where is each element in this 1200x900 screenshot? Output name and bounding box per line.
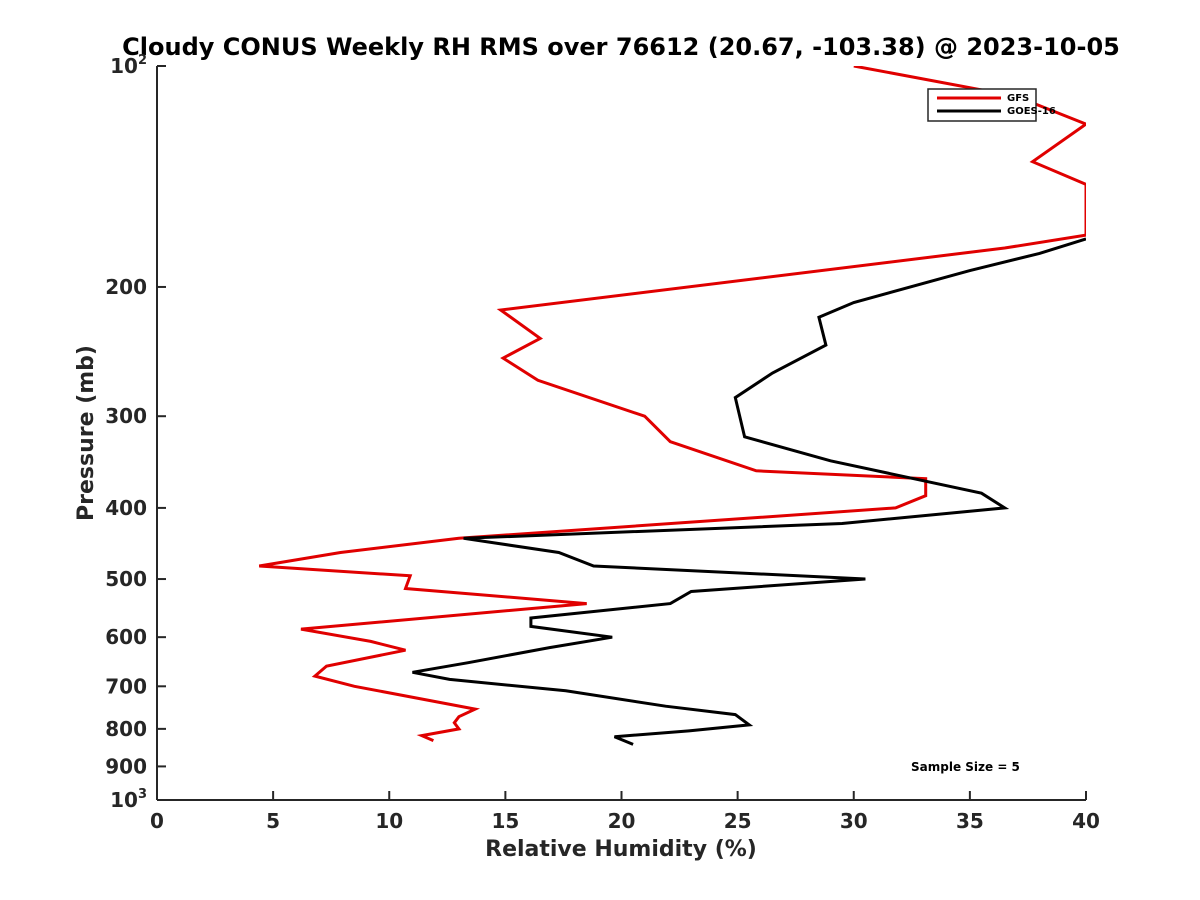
x-axis-label: Relative Humidity (%) (485, 837, 757, 862)
y-tick-base: 10 (110, 54, 138, 78)
series-line-gfs (258, 66, 1086, 742)
y-tick-exponent: 2 (138, 53, 147, 68)
y-tick-label: 200 (105, 275, 147, 299)
sample-size-annotation: Sample Size = 5 (911, 760, 1020, 774)
chart-title: Cloudy CONUS Weekly RH RMS over 76612 (2… (122, 33, 1120, 61)
y-tick-label: 400 (105, 496, 147, 520)
legend: GFS GOES-16 (927, 88, 1056, 122)
x-tick-label: 40 (1072, 809, 1100, 833)
x-tick-label: 35 (956, 809, 984, 833)
y-tick-label: 600 (105, 625, 147, 649)
y-axis-label: Pressure (mb) (74, 345, 99, 521)
y-tick-label: 300 (105, 404, 147, 428)
x-tick-label: 5 (266, 809, 280, 833)
x-tick-label: 15 (491, 809, 519, 833)
legend-box (927, 88, 1037, 122)
legend-label-goes16: GOES-16 (1007, 106, 1056, 117)
y-tick-label: 103 (110, 787, 147, 812)
y-tick-base: 10 (110, 788, 138, 812)
x-tick-label: 30 (840, 809, 868, 833)
x-tick-label: 10 (375, 809, 403, 833)
x-tick-label: 0 (150, 809, 164, 833)
series-layer (258, 66, 1086, 746)
x-tick-label: 20 (608, 809, 636, 833)
y-tick-label: 700 (105, 674, 147, 698)
x-axis-ticks: 0 5 10 15 20 25 30 35 40 (150, 791, 1100, 833)
x-tick-label: 25 (724, 809, 752, 833)
y-tick-exponent: 3 (138, 787, 147, 802)
legend-label-gfs: GFS (1007, 93, 1029, 104)
y-tick-label: 500 (105, 567, 147, 591)
series-line-goes16 (412, 237, 1086, 746)
y-tick-label: 102 (110, 53, 147, 78)
y-tick-label: 900 (105, 754, 147, 778)
y-tick-label: 800 (105, 717, 147, 741)
